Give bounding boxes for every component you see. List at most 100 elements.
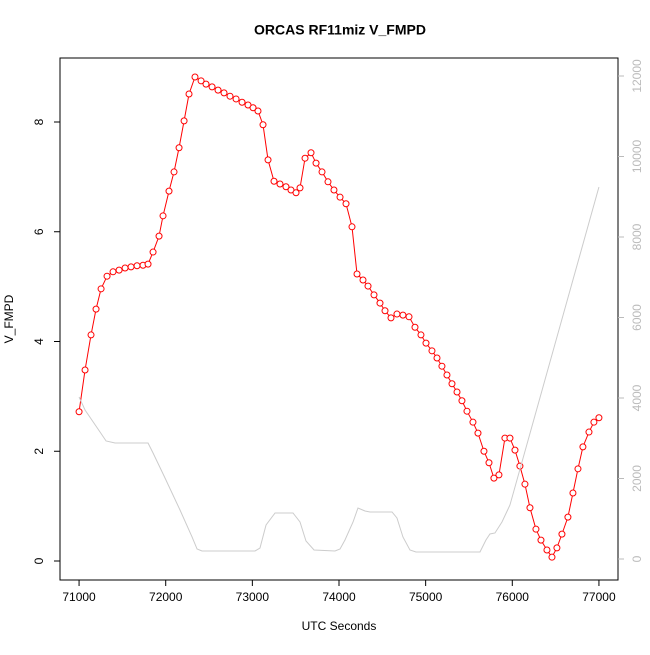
data-point <box>115 266 123 274</box>
x-tick-label: 71000 <box>62 590 96 604</box>
data-point <box>558 530 566 538</box>
data-point <box>92 305 100 313</box>
data-point <box>359 276 367 284</box>
data-point <box>448 380 456 388</box>
data-point <box>480 447 488 455</box>
x-axis-label: UTC Seconds <box>302 619 377 633</box>
data-point <box>579 443 587 451</box>
data-point <box>318 168 326 176</box>
data-point <box>553 544 561 552</box>
data-point <box>428 347 436 355</box>
data-point <box>202 80 210 88</box>
data-point <box>590 418 598 426</box>
data-point <box>312 159 320 167</box>
data-point <box>197 77 205 85</box>
data-point <box>574 465 582 473</box>
data-point <box>191 73 199 81</box>
data-point <box>159 212 167 220</box>
data-point <box>411 323 419 331</box>
data-point <box>220 89 228 97</box>
data-point <box>381 307 389 315</box>
data-point <box>324 178 332 186</box>
data-point <box>506 434 514 442</box>
data-point <box>155 232 163 240</box>
x-tick-label: 73000 <box>236 590 270 604</box>
data-point <box>543 546 551 554</box>
data-point <box>264 156 272 164</box>
x-tick-label: 75000 <box>409 590 443 604</box>
data-point <box>144 260 152 268</box>
data-point <box>495 471 503 479</box>
data-point <box>185 90 193 98</box>
data-point <box>249 104 257 112</box>
data-point <box>336 193 344 201</box>
data-point <box>548 553 556 561</box>
data-point <box>296 184 304 192</box>
data-point <box>511 446 519 454</box>
y-tick-label: 8 <box>32 118 46 125</box>
data-point <box>301 154 309 162</box>
data-point <box>133 262 141 270</box>
y-axis-label: V_FMPD <box>2 294 16 343</box>
y2-tick-label: 6000 <box>630 304 644 331</box>
y2-tick-label: 10000 <box>630 139 644 173</box>
data-point <box>175 144 183 152</box>
x-tick-label: 74000 <box>322 590 356 604</box>
y2-tick-label: 8000 <box>630 223 644 250</box>
data-point <box>595 414 603 422</box>
data-point <box>443 371 451 379</box>
data-point <box>180 117 188 125</box>
y-tick-label: 0 <box>32 557 46 564</box>
data-point <box>270 177 278 185</box>
data-point <box>170 168 178 176</box>
data-point <box>87 331 95 339</box>
data-point <box>276 180 284 188</box>
data-point <box>254 107 262 115</box>
data-point <box>485 459 493 467</box>
chart-title: ORCAS RF11miz V_FMPD <box>254 22 426 38</box>
data-point <box>208 83 216 91</box>
data-point <box>97 285 105 293</box>
data-point <box>121 264 129 272</box>
data-point <box>353 270 361 278</box>
data-point <box>458 397 466 405</box>
data-point <box>453 388 461 396</box>
data-point <box>393 310 401 318</box>
data-point <box>463 407 471 415</box>
data-point <box>330 186 338 194</box>
data-point <box>214 86 222 94</box>
data-point <box>526 504 534 512</box>
data-point <box>81 366 89 374</box>
data-point <box>438 362 446 370</box>
data-point <box>109 268 117 276</box>
y2-tick-label: 12000 <box>630 59 644 93</box>
data-point <box>474 429 482 437</box>
y-tick-label: 2 <box>32 448 46 455</box>
data-point <box>75 408 83 416</box>
data-point <box>348 223 356 231</box>
x-tick-label: 72000 <box>149 590 183 604</box>
data-point <box>521 480 529 488</box>
series-line <box>78 186 600 553</box>
data-point <box>149 248 157 256</box>
data-point <box>226 92 234 100</box>
data-point <box>532 525 540 533</box>
data-point <box>469 418 477 426</box>
data-point <box>127 263 135 271</box>
x-tick-label: 76000 <box>496 590 530 604</box>
data-point <box>405 313 413 321</box>
data-point <box>370 291 378 299</box>
data-point <box>103 272 111 280</box>
x-tick-label: 77000 <box>582 590 616 604</box>
data-point <box>364 282 372 290</box>
data-point <box>399 311 407 319</box>
data-point <box>564 513 572 521</box>
data-point <box>569 489 577 497</box>
data-point <box>232 95 240 103</box>
data-point <box>422 339 430 347</box>
y-tick-label: 4 <box>32 338 46 345</box>
data-point <box>537 536 545 544</box>
y-tick-label: 6 <box>32 228 46 235</box>
